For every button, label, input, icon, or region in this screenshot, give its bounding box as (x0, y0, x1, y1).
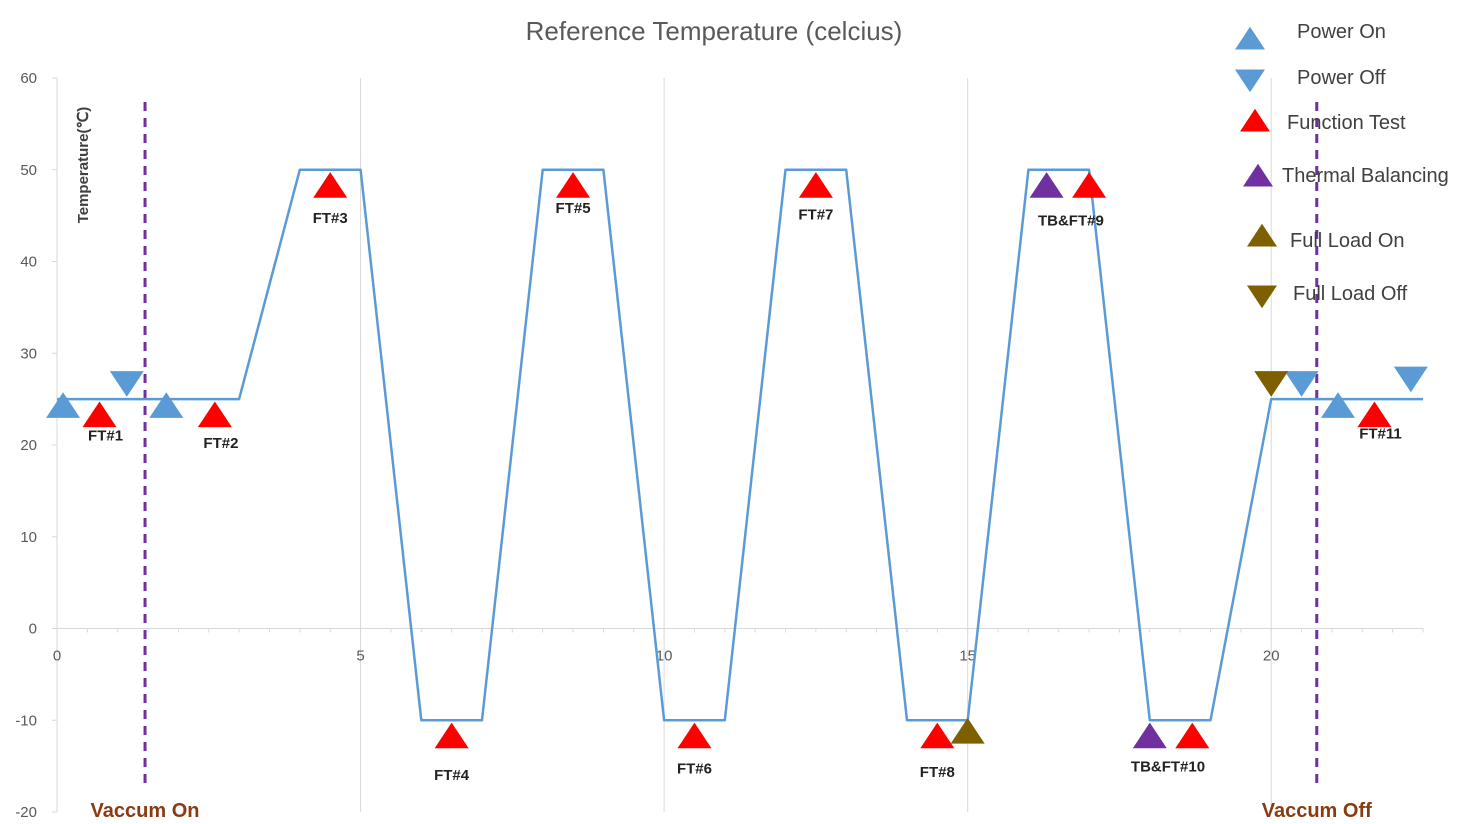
y-tick-label: 10 (20, 529, 37, 546)
legend-label: Power Off (1297, 67, 1386, 89)
y-tick-label: 20 (20, 437, 37, 454)
power-off-marker (109, 371, 144, 397)
thermal-balancing-marker (1132, 722, 1167, 749)
legend-label: Power On (1297, 21, 1386, 43)
function-test-marker (1357, 401, 1392, 428)
event-label: FT#3 (313, 210, 348, 227)
x-tick-label: 20 (1263, 648, 1280, 665)
event-label: FT#2 (203, 435, 238, 452)
legend-label: Full Load On (1290, 230, 1405, 252)
legend-symbol (1247, 285, 1277, 309)
axes: -20 -10 0 10 20 30 40 50 60 0 5 10 15 20 (15, 70, 1423, 821)
temperature-line (57, 168, 1423, 722)
function-test-marker (677, 722, 712, 749)
event-label: FT#8 (920, 764, 955, 781)
function-test-marker (82, 401, 117, 428)
function-test-marker (1072, 172, 1107, 198)
function-test-marker (920, 722, 955, 749)
grid (56, 78, 1424, 812)
vacuum-label: Vaccum Off (1262, 800, 1372, 822)
power-on-marker (1321, 392, 1356, 418)
event-label: FT#7 (798, 206, 833, 223)
markers (46, 172, 1428, 749)
legend-label: Thermal Balancing (1282, 165, 1449, 187)
y-axis-label: Temperature(℃) (75, 107, 92, 224)
event-label: FT#11 (1359, 426, 1402, 443)
legend-symbol (1247, 223, 1277, 247)
power-on-marker (149, 392, 184, 418)
legend-label: Full Load Off (1293, 283, 1408, 305)
legend-symbol (1235, 69, 1265, 93)
function-test-marker (313, 172, 348, 198)
power-off-marker (1393, 366, 1428, 393)
event-label: TB&FT#9 (1038, 213, 1104, 230)
annotations: FT#1 FT#2 FT#3 FT#4 FT#5 FT#6 FT#7 FT#8 TB&FT#9 T… (88, 200, 1402, 784)
function-test-marker (434, 722, 469, 749)
y-tick-label: 50 (20, 162, 37, 179)
event-label: FT#4 (434, 767, 470, 784)
function-test-marker (1175, 722, 1210, 749)
event-label: FT#5 (556, 200, 591, 217)
x-tick-label: 10 (656, 648, 673, 665)
y-tick-label: 30 (20, 345, 37, 362)
full-load-off-marker (1254, 371, 1289, 397)
legend: Power On Power Off Function Test Thermal Ba… (1235, 21, 1449, 309)
legend-symbol (1235, 26, 1265, 50)
legend-label: Function Test (1287, 112, 1406, 134)
y-tick-label: 60 (20, 70, 37, 87)
y-tick-label: 40 (20, 254, 37, 271)
function-test-marker (556, 172, 591, 198)
event-label: FT#1 (88, 427, 123, 444)
function-test-marker (798, 172, 833, 198)
y-tick-label: -10 (15, 712, 37, 729)
function-test-marker (197, 401, 232, 428)
thermal-balancing-marker (1029, 172, 1064, 198)
vacuum-label: Vaccum On (91, 800, 200, 822)
x-tick-label: 5 (356, 648, 364, 665)
series (57, 168, 1423, 722)
power-off-marker (1284, 371, 1319, 397)
x-tick-label: 0 (53, 648, 61, 665)
full-load-on-marker (950, 718, 985, 744)
legend-symbol (1240, 108, 1270, 132)
x-tick-label: 15 (959, 648, 976, 665)
event-label: FT#6 (677, 760, 712, 777)
event-label: TB&FT#10 (1131, 759, 1205, 776)
vacuum-lines: Vaccum On Vaccum Off (91, 102, 1372, 822)
y-tick-label: 0 (29, 621, 37, 638)
chart-title: Reference Temperature (celcius) (526, 16, 903, 46)
power-on-marker (46, 392, 81, 418)
legend-symbol (1243, 163, 1273, 187)
y-tick-label: -20 (15, 804, 37, 821)
